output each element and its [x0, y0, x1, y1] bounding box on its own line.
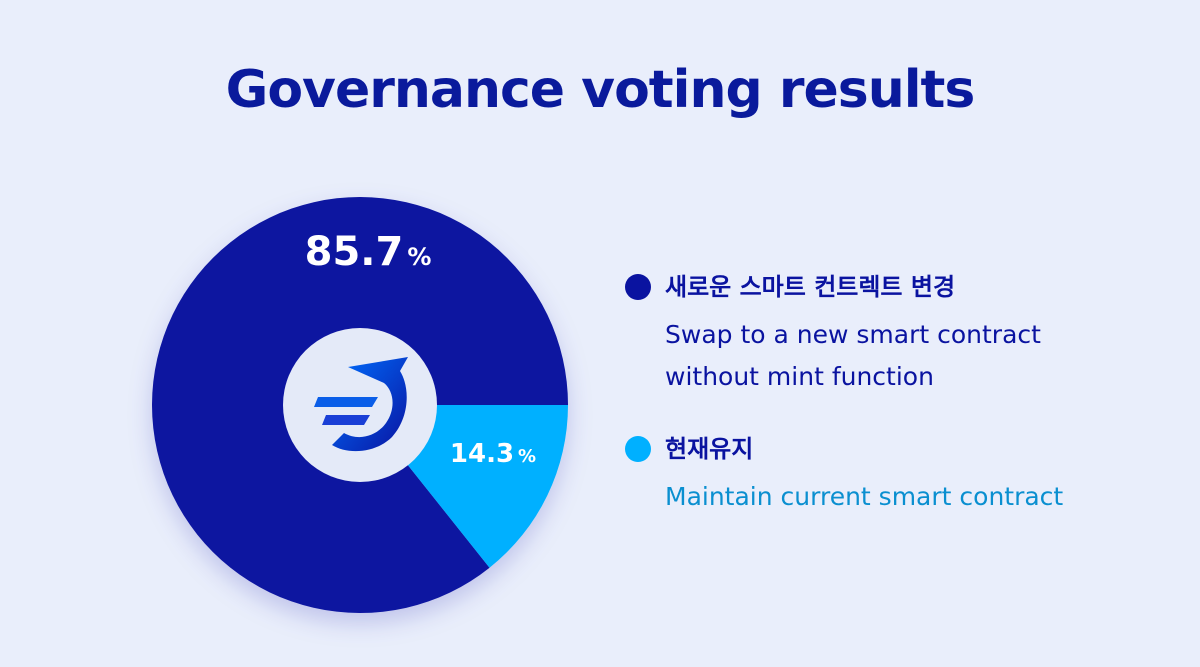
legend-item-new-contract: 새로운 스마트 컨트렉트 변경 Swap to a new smart cont… [625, 268, 1165, 398]
data-label-maintain: 14.3% [450, 439, 536, 469]
legend-item-maintain: 현재유지 Maintain current smart contract [625, 430, 1165, 518]
legend-description-line: Swap to a new smart contract [665, 320, 1041, 349]
legend-description-line: without mint function [665, 362, 934, 391]
legend-description-maintain: Maintain current smart contract [665, 476, 1165, 518]
legend-description-new-contract: Swap to a new smart contract without min… [665, 314, 1165, 398]
legend-label-maintain: 현재유지 [665, 435, 754, 463]
data-label-new-contract: 85.7% [305, 229, 432, 275]
logo-icon [314, 357, 408, 452]
legend-description-line: Maintain current smart contract [665, 482, 1064, 511]
legend-label-new-contract: 새로운 스마트 컨트렉트 변경 [665, 273, 956, 301]
chart-title: Governance voting results [225, 60, 976, 120]
legend: 새로운 스마트 컨트렉트 변경 Swap to a new smart cont… [625, 268, 1165, 518]
legend-dot-new-contract [625, 274, 651, 300]
legend-dot-maintain [625, 436, 651, 462]
pie-chart: 85.7% 14.3% [150, 195, 570, 615]
pie-chart-svg: 85.7 % 14.3% [152, 196, 568, 613]
